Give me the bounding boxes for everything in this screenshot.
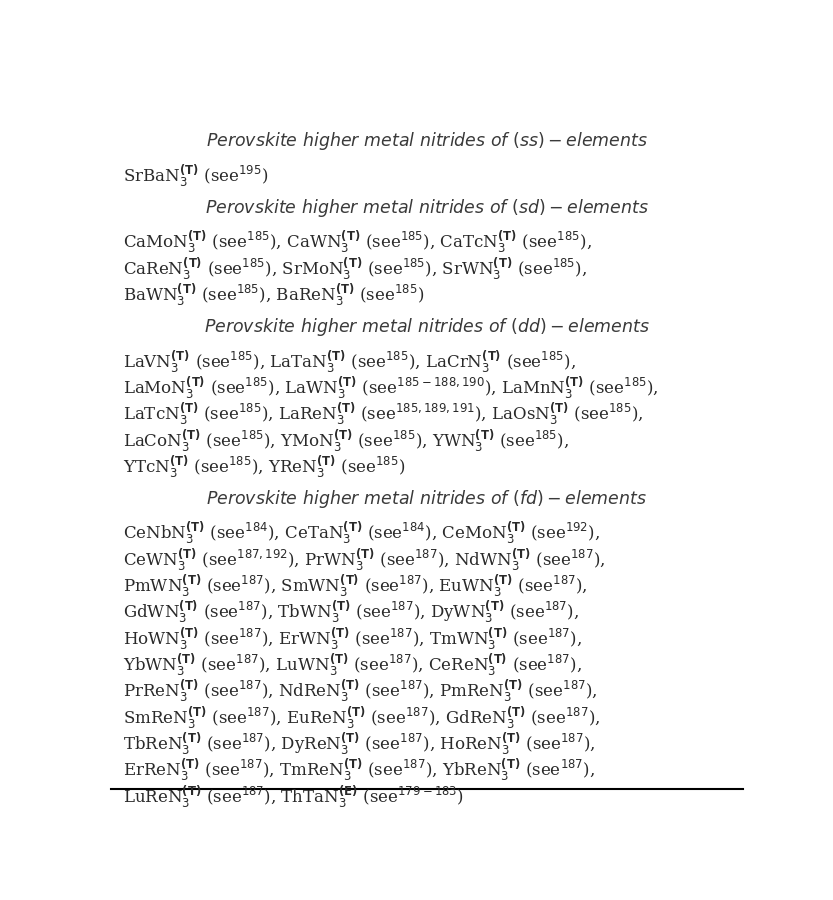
Text: ErReN$_3^{\mathbf{(T)}}$ (see$^{187}$), TmReN$_3^{\mathbf{(T)}}$ (see$^{187}$), : ErReN$_3^{\mathbf{(T)}}$ (see$^{187}$), … [123, 757, 596, 783]
Text: YbWN$_3^{\mathbf{(T)}}$ (see$^{187}$), LuWN$_3^{\mathbf{(T)}}$ (see$^{187}$), Ce: YbWN$_3^{\mathbf{(T)}}$ (see$^{187}$), L… [123, 652, 582, 678]
Text: SrBaN$_3^{\mathbf{(T)}}$ (see$^{195}$): SrBaN$_3^{\mathbf{(T)}}$ (see$^{195}$) [123, 162, 269, 189]
Text: BaWN$_3^{\mathbf{(T)}}$ (see$^{185}$), BaReN$_3^{\mathbf{(T)}}$ (see$^{185}$): BaWN$_3^{\mathbf{(T)}}$ (see$^{185}$), B… [123, 282, 425, 308]
Text: $\mathit{Perovskite\ higher\ metal\ nitrides\ of\ }$$\mathit{\mathit{(}dd\mathit: $\mathit{Perovskite\ higher\ metal\ nitr… [204, 316, 650, 338]
Text: CaMoN$_3^{\mathbf{(T)}}$ (see$^{185}$), CaWN$_3^{\mathbf{(T)}}$ (see$^{185}$), C: CaMoN$_3^{\mathbf{(T)}}$ (see$^{185}$), … [123, 229, 592, 256]
Text: LaTcN$_3^{\mathbf{(T)}}$ (see$^{185}$), LaReN$_3^{\mathbf{(T)}}$ (see$^{185,189,: LaTcN$_3^{\mathbf{(T)}}$ (see$^{185}$), … [123, 400, 644, 428]
Text: YTcN$_3^{\mathbf{(T)}}$ (see$^{185}$), YReN$_3^{\mathbf{(T)}}$ (see$^{185}$): YTcN$_3^{\mathbf{(T)}}$ (see$^{185}$), Y… [123, 453, 406, 480]
Text: SmReN$_3^{\mathbf{(T)}}$ (see$^{187}$), EuReN$_3^{\mathbf{(T)}}$ (see$^{187}$), : SmReN$_3^{\mathbf{(T)}}$ (see$^{187}$), … [123, 704, 601, 731]
Text: CeWN$_3^{\mathbf{(T)}}$ (see$^{187,192}$), PrWN$_3^{\mathbf{(T)}}$ (see$^{187}$): CeWN$_3^{\mathbf{(T)}}$ (see$^{187,192}$… [123, 546, 606, 572]
Text: CaReN$_3^{\mathbf{(T)}}$ (see$^{185}$), SrMoN$_3^{\mathbf{(T)}}$ (see$^{185}$), : CaReN$_3^{\mathbf{(T)}}$ (see$^{185}$), … [123, 255, 587, 282]
Text: TbReN$_3^{\mathbf{(T)}}$ (see$^{187}$), DyReN$_3^{\mathbf{(T)}}$ (see$^{187}$), : TbReN$_3^{\mathbf{(T)}}$ (see$^{187}$), … [123, 730, 596, 757]
Text: $\mathit{Perovskite\ higher\ metal\ nitrides\ of\ }$$\mathit{\mathit{(}ss\mathit: $\mathit{Perovskite\ higher\ metal\ nitr… [206, 130, 648, 152]
Text: $\mathit{Perovskite\ higher\ metal\ nitrides\ of\ }$$\mathit{\mathit{(}sd\mathit: $\mathit{Perovskite\ higher\ metal\ nitr… [205, 197, 649, 219]
Text: LaMoN$_3^{\mathbf{(T)}}$ (see$^{185}$), LaWN$_3^{\mathbf{(T)}}$ (see$^{185-188,1: LaMoN$_3^{\mathbf{(T)}}$ (see$^{185}$), … [123, 374, 659, 400]
Text: LaVN$_3^{\mathbf{(T)}}$ (see$^{185}$), LaTaN$_3^{\mathbf{(T)}}$ (see$^{185}$), L: LaVN$_3^{\mathbf{(T)}}$ (see$^{185}$), L… [123, 347, 576, 374]
Text: GdWN$_3^{\mathbf{(T)}}$ (see$^{187}$), TbWN$_3^{\mathbf{(T)}}$ (see$^{187}$), Dy: GdWN$_3^{\mathbf{(T)}}$ (see$^{187}$), T… [123, 598, 580, 625]
Text: LuReN$_3^{\mathbf{(T)}}$ (see$^{187}$), ThTaN$_3^{\mathbf{(E)}}$ (see$^{179-183}: LuReN$_3^{\mathbf{(T)}}$ (see$^{187}$), … [123, 783, 465, 810]
Text: PmWN$_3^{\mathbf{(T)}}$ (see$^{187}$), SmWN$_3^{\mathbf{(T)}}$ (see$^{187}$), Eu: PmWN$_3^{\mathbf{(T)}}$ (see$^{187}$), S… [123, 572, 588, 599]
Text: PrReN$_3^{\mathbf{(T)}}$ (see$^{187}$), NdReN$_3^{\mathbf{(T)}}$ (see$^{187}$), : PrReN$_3^{\mathbf{(T)}}$ (see$^{187}$), … [123, 678, 598, 705]
Text: CeNbN$_3^{\mathbf{(T)}}$ (see$^{184}$), CeTaN$_3^{\mathbf{(T)}}$ (see$^{184}$), : CeNbN$_3^{\mathbf{(T)}}$ (see$^{184}$), … [123, 519, 601, 546]
Text: LaCoN$_3^{\mathbf{(T)}}$ (see$^{185}$), YMoN$_3^{\mathbf{(T)}}$ (see$^{185}$), Y: LaCoN$_3^{\mathbf{(T)}}$ (see$^{185}$), … [123, 427, 570, 454]
Text: HoWN$_3^{\mathbf{(T)}}$ (see$^{187}$), ErWN$_3^{\mathbf{(T)}}$ (see$^{187}$), Tm: HoWN$_3^{\mathbf{(T)}}$ (see$^{187}$), E… [123, 625, 582, 652]
Text: $\mathit{Perovskite\ higher\ metal\ nitrides\ of\ }$$\mathit{\mathit{(}fd\mathit: $\mathit{Perovskite\ higher\ metal\ nitr… [207, 488, 647, 509]
